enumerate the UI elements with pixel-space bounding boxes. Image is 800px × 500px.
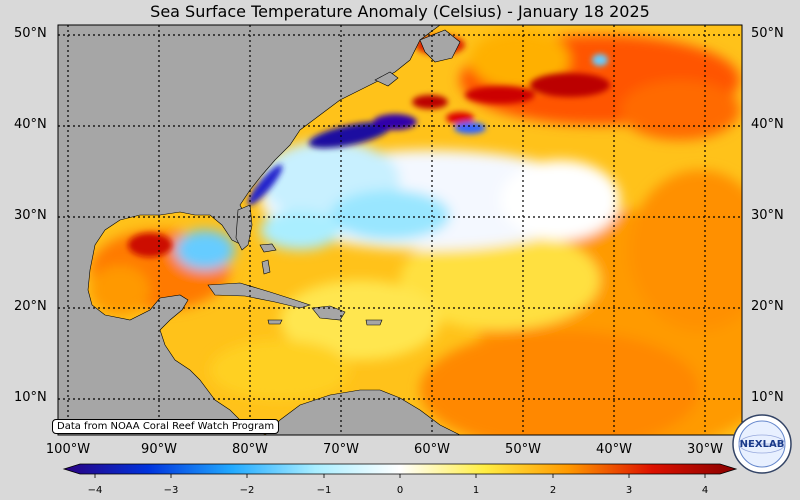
lat-label-40n-right: 40°N: [751, 117, 784, 132]
colorbar-tick-label: −1: [316, 485, 332, 496]
lon-label-70w: 70°W: [323, 442, 359, 457]
data-credit: Data from NOAA Coral Reef Watch Program: [52, 419, 280, 434]
lon-label-90w: 90°W: [141, 442, 177, 457]
colorbar-tick-label: 4: [701, 485, 709, 496]
lon-label-80w: 80°W: [232, 442, 268, 457]
lon-label-100w: 100°W: [45, 442, 91, 457]
lon-label-50w: 50°W: [505, 442, 541, 457]
land-masses: [58, 25, 461, 435]
colorbar: [62, 463, 738, 475]
colorbar-tick-label: 0: [396, 485, 404, 496]
colorbar-tick-label: 1: [472, 485, 480, 496]
map-title: Sea Surface Temperature Anomaly (Celsius…: [150, 2, 650, 21]
colorbar-tick-label: −3: [163, 485, 179, 496]
colorbar-tick-label: 3: [625, 485, 633, 496]
lat-label-50n-right: 50°N: [751, 26, 784, 41]
lat-label-20n-right: 20°N: [751, 299, 784, 314]
map-field: [58, 25, 742, 435]
lat-label-30n-left: 30°N: [14, 208, 47, 223]
nexlab-logo: NEXLAB: [732, 414, 792, 474]
logo-text: NEXLAB: [740, 439, 785, 450]
lat-label-20n-left: 20°N: [14, 299, 47, 314]
lat-label-40n-left: 40°N: [14, 117, 47, 132]
lat-label-10n-right: 10°N: [751, 390, 784, 405]
colorbar-ticks: [94, 474, 706, 478]
lon-label-60w: 60°W: [414, 442, 450, 457]
colorbar-tick-label: −4: [87, 485, 103, 496]
graticule: [58, 25, 742, 435]
colorbar-tick-label: 2: [549, 485, 557, 496]
colorbar-tick-label: −2: [239, 485, 255, 496]
lon-label-30w: 30°W: [687, 442, 723, 457]
lat-label-10n-left: 10°N: [14, 390, 47, 405]
lon-label-40w: 40°W: [596, 442, 632, 457]
lat-label-30n-right: 30°N: [751, 208, 784, 223]
lat-label-50n-left: 50°N: [14, 26, 47, 41]
